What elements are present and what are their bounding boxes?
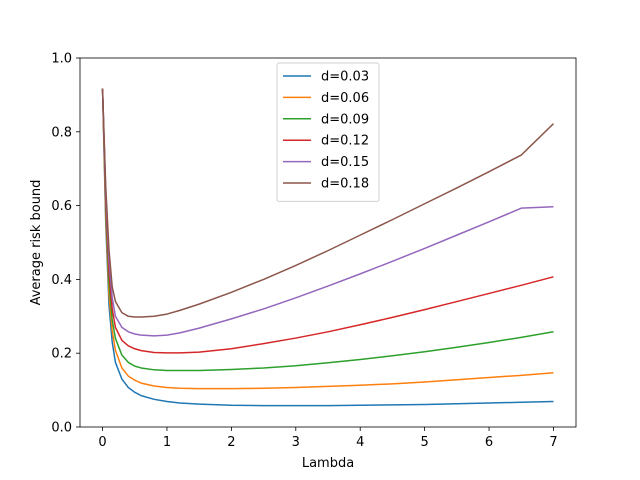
- series-line-6: [101, 88, 554, 318]
- legend-label-3: d=0.09: [321, 112, 369, 127]
- legend-label-2: d=0.06: [321, 91, 369, 106]
- plot-lines: [101, 88, 554, 407]
- ticks: 0 1 2 3 4 5 6 7 0.0 0.2 0.4 0.6 0.8 1.0: [51, 52, 557, 451]
- series-line-4: [101, 88, 554, 354]
- series-line-2: [101, 88, 554, 390]
- y-tick-label: 0.4: [51, 273, 72, 288]
- x-tick-label: 7: [549, 435, 557, 450]
- legend-label-1: d=0.03: [321, 70, 369, 85]
- x-tick-label: 0: [98, 435, 106, 450]
- legend-label-6: d=0.18: [321, 177, 369, 192]
- x-axis-label: Lambda: [302, 456, 354, 471]
- legend: d=0.03 d=0.06 d=0.09 d=0.12 d=0.15 d=0.18: [276, 62, 380, 202]
- x-tick-label: 6: [485, 435, 493, 450]
- series-line-3: [101, 88, 554, 372]
- x-tick-label: 4: [356, 435, 364, 450]
- x-tick-label: 2: [227, 435, 235, 450]
- x-tick-label: 3: [292, 435, 300, 450]
- axes: [79, 57, 577, 428]
- y-axis-label: Average risk bound: [29, 180, 44, 306]
- y-tick-label: 0.0: [51, 421, 72, 436]
- y-tick-label: 0.6: [51, 199, 72, 214]
- x-tick-label: 1: [163, 435, 171, 450]
- legend-label-4: d=0.12: [321, 134, 369, 149]
- y-tick-label: 0.8: [51, 125, 72, 140]
- y-tick-label: 1.0: [51, 52, 72, 67]
- y-tick-label: 0.2: [51, 347, 72, 362]
- plot-frame: [79, 57, 577, 428]
- x-tick-label: 5: [420, 435, 428, 450]
- series-line-1: [101, 88, 554, 407]
- series-line-5: [101, 88, 554, 337]
- legend-label-5: d=0.15: [321, 155, 369, 170]
